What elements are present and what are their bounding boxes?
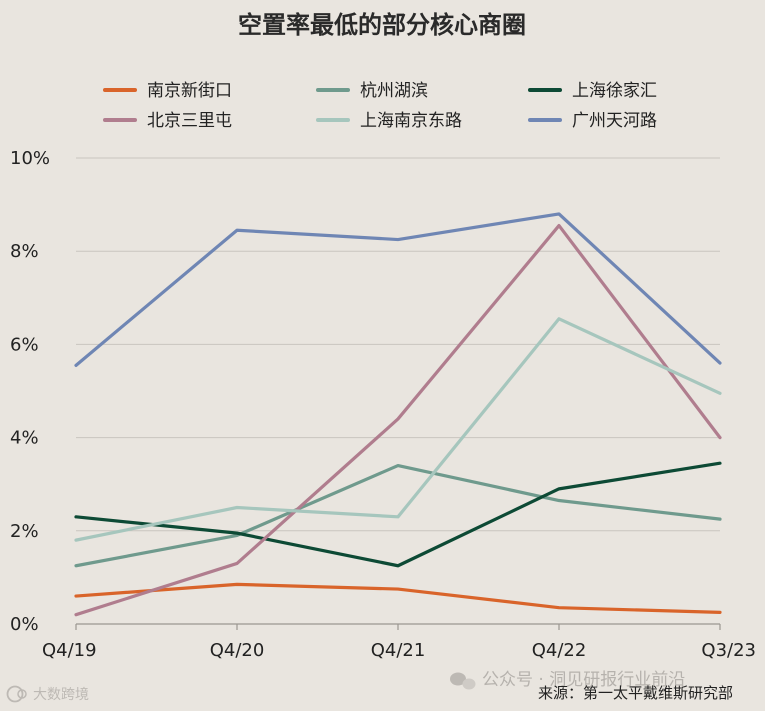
x-tick-label: Q4/19: [42, 640, 97, 661]
corner-watermark: 大数跨境: [33, 687, 89, 703]
x-tick-label: Q3/23: [701, 640, 756, 661]
source-note: 来源：第一太平戴维斯研究部: [538, 684, 733, 702]
series-line-1: [74, 582, 722, 614]
y-tick-label: 8%: [10, 241, 39, 262]
x-axis-ticks: Q4/19 Q4/20 Q4/21 Q4/22 Q3/23: [42, 624, 756, 661]
y-tick-label: 6%: [10, 334, 39, 355]
y-axis-ticks: 0% 2% 4% 6% 8% 10%: [10, 148, 50, 635]
x-tick-label: Q4/21: [371, 640, 426, 661]
y-tick-label: 10%: [10, 148, 50, 169]
y-tick-label: 2%: [10, 521, 39, 542]
legend-label: 广州天河路: [572, 111, 657, 131]
chart-title: 空置率最低的部分核心商圈: [238, 11, 526, 39]
series-line-2: [74, 463, 722, 568]
y-tick-label: 4%: [10, 428, 39, 449]
legend-label: 南京新街口: [147, 81, 232, 101]
wechat-icon: [450, 672, 476, 690]
series-line-3: [74, 461, 722, 568]
gridlines: [76, 157, 720, 625]
legend-label: 北京三里屯: [147, 111, 232, 131]
y-tick-label: 0%: [10, 614, 39, 635]
corner-logo-icon: [6, 685, 27, 703]
series-line-6: [74, 212, 722, 367]
series-line-4: [74, 223, 722, 617]
series-line-5: [74, 317, 722, 542]
legend-label: 上海南京东路: [360, 111, 462, 131]
watermark-text: 公众号 · 洞见研报行业前沿: [482, 670, 685, 690]
x-tick-label: Q4/20: [210, 640, 265, 661]
x-tick-label: Q4/22: [532, 640, 587, 661]
legend-label: 杭州湖滨: [360, 81, 428, 101]
series-lines: [74, 212, 722, 617]
legend-label: 上海徐家汇: [572, 81, 657, 101]
